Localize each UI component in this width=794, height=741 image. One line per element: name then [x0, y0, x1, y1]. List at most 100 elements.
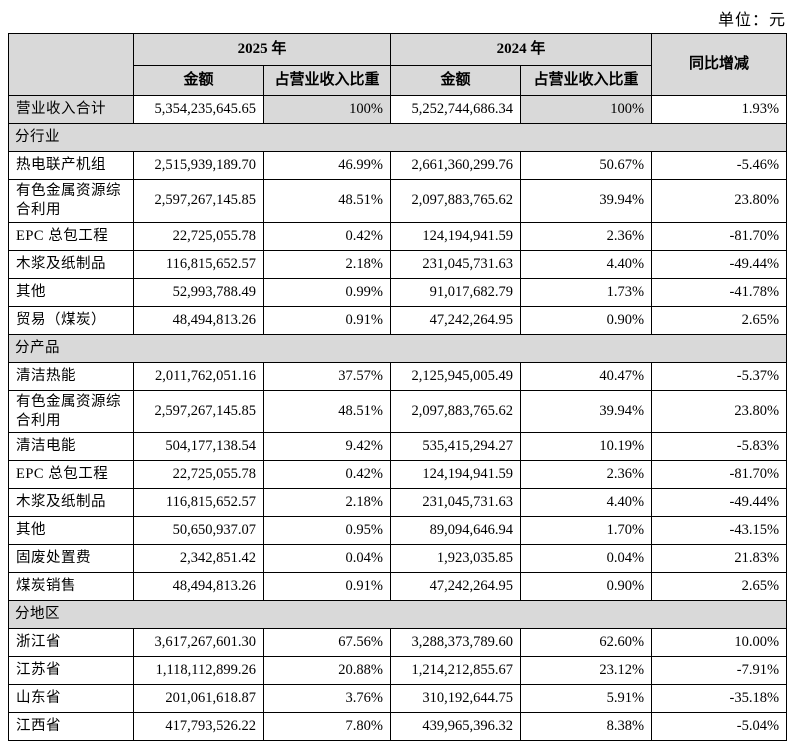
pct-2024-cell: 50.67%	[520, 151, 653, 180]
table-row: 其他 52,993,788.49 0.99% 91,017,682.79 1.73% -4…	[8, 277, 788, 307]
table-row: EPC 总包工程 22,725,055.78 0.42% 124,194,941.59…	[8, 221, 788, 251]
row-label-cell: 木浆及纸制品	[8, 249, 134, 279]
header-row-measures: 金额 占营业收入比重 金额 占营业收入比重	[9, 65, 787, 96]
pct-2024-cell: 100%	[520, 95, 653, 124]
amount-2025-cell: 116,815,652.57	[133, 488, 264, 518]
pct-2025-cell: 0.95%	[262, 516, 392, 546]
table-body: 营业收入合计 5,354,235,645.65 100% 5,252,744,686.…	[7, 95, 788, 741]
table-row: 其他 50,650,937.07 0.95% 89,094,646.94 1.70% -4…	[8, 516, 788, 546]
amount-2024-cell: 310,192,644.75	[390, 684, 522, 714]
amount-2025-cell: 417,793,526.22	[133, 712, 264, 741]
section-label: 分地区	[7, 600, 788, 630]
amount-2024-cell: 2,097,883,765.62	[390, 179, 522, 223]
yoy-cell: 23.80%	[651, 389, 788, 434]
yoy-cell: -49.44%	[651, 488, 788, 518]
amount-2024-cell: 1,214,212,855.67	[390, 656, 522, 686]
row-label-cell: 热电联产机组	[8, 151, 134, 180]
pct-2025-cell: 67.56%	[262, 628, 392, 658]
row-label-cell: EPC 总包工程	[8, 221, 134, 251]
table-row: 木浆及纸制品 116,815,652.57 2.18% 231,045,731.63 4…	[8, 488, 788, 518]
amount-2025-cell: 48,494,813.26	[133, 305, 264, 335]
pct-2024-cell: 4.40%	[520, 249, 653, 279]
yoy-cell: -5.46%	[651, 151, 788, 180]
yoy-cell: -7.91%	[651, 656, 788, 686]
section-label: 分行业	[7, 123, 788, 152]
pct-2024-cell: 10.19%	[520, 432, 653, 462]
amount-2025-cell: 116,815,652.57	[133, 249, 264, 279]
row-label-cell: 有色金属资源综合利用	[8, 179, 134, 223]
amount-2025-header: 金额	[133, 65, 264, 96]
table-row: 固废处置费 2,342,851.42 0.04% 1,923,035.85 0.04% 2…	[8, 544, 788, 574]
pct-2025-cell: 100%	[262, 95, 392, 124]
pct-2024-cell: 8.38%	[520, 712, 653, 741]
pct-2025-cell: 2.18%	[262, 249, 392, 279]
amount-2024-header: 金额	[390, 65, 522, 96]
yoy-cell: 23.80%	[651, 179, 788, 223]
amount-2024-cell: 2,661,360,299.76	[390, 151, 522, 180]
yoy-cell: 1.93%	[651, 95, 788, 124]
section-row: 分地区	[7, 600, 788, 630]
row-label-cell: 其他	[8, 277, 134, 307]
amount-2025-cell: 48,494,813.26	[133, 572, 264, 602]
pct-2025-cell: 0.42%	[262, 221, 392, 251]
pct-2025-cell: 20.88%	[262, 656, 392, 686]
pct-2025-cell: 0.99%	[262, 277, 392, 307]
table-row: 清洁电能 504,177,138.54 9.42% 535,415,294.27 10.…	[8, 432, 788, 462]
amount-2024-cell: 5,252,744,686.34	[390, 95, 522, 124]
yoy-cell: -81.70%	[651, 221, 788, 251]
amount-2024-cell: 2,125,945,005.49	[390, 361, 522, 391]
amount-2025-cell: 22,725,055.78	[133, 221, 264, 251]
row-label-cell: 其他	[8, 516, 134, 546]
row-label-cell: 浙江省	[8, 628, 134, 658]
row-label-cell: 贸易（煤炭）	[8, 305, 134, 335]
row-label-cell: 营业收入合计	[8, 95, 134, 124]
amount-2024-cell: 231,045,731.63	[390, 488, 522, 518]
yoy-cell: -35.18%	[651, 684, 788, 714]
yoy-cell: -43.15%	[651, 516, 788, 546]
pct-2024-cell: 0.90%	[520, 305, 653, 335]
amount-2025-cell: 1,118,112,899.26	[133, 656, 264, 686]
pct-2024-cell: 0.04%	[520, 544, 653, 574]
row-label-cell: 清洁电能	[8, 432, 134, 462]
amount-2024-cell: 535,415,294.27	[390, 432, 522, 462]
section-label: 分产品	[7, 333, 788, 363]
pct-2024-cell: 23.12%	[520, 656, 653, 686]
yoy-cell: -5.37%	[651, 361, 788, 391]
amount-2025-cell: 3,617,267,601.30	[133, 628, 264, 658]
amount-2024-cell: 2,097,883,765.62	[390, 389, 522, 434]
pct-2024-cell: 39.94%	[520, 389, 653, 434]
pct-2025-cell: 48.51%	[262, 179, 392, 223]
pct-2025-cell: 0.91%	[262, 305, 392, 335]
section-row: 分行业	[7, 123, 788, 152]
unit-label: 单位：元	[717, 12, 786, 29]
amount-2024-cell: 47,242,264.95	[390, 305, 522, 335]
row-label-cell: 有色金属资源综合利用	[8, 389, 134, 434]
yoy-cell: 2.65%	[651, 572, 788, 602]
pct-2025-cell: 48.51%	[262, 389, 392, 434]
revenue-breakdown-table: 2025 年 2024 年 同比增减 金额 占营业收入比重 金额 占营业收入比重…	[7, 33, 788, 741]
amount-2024-cell: 3,288,373,789.60	[390, 628, 522, 658]
table-row: 热电联产机组 2,515,939,189.70 46.99% 2,661,360,29…	[8, 151, 788, 180]
table-row: 江西省 417,793,526.22 7.80% 439,965,396.32 8.38…	[8, 712, 788, 741]
table-row: 江苏省 1,118,112,899.26 20.88% 1,214,212,855.6…	[8, 656, 788, 686]
year-2025-header: 2025 年	[132, 33, 392, 66]
amount-2024-cell: 439,965,396.32	[390, 712, 522, 741]
row-label-cell: 江西省	[8, 712, 134, 741]
corner-blank-cell	[8, 33, 134, 96]
amount-2025-cell: 22,725,055.78	[133, 460, 264, 490]
row-label-cell: 固废处置费	[8, 544, 134, 574]
yoy-header: 同比增减	[651, 33, 788, 96]
amount-2024-cell: 47,242,264.95	[390, 572, 522, 602]
amount-2024-cell: 89,094,646.94	[390, 516, 522, 546]
row-label-cell: 清洁热能	[8, 361, 134, 391]
yoy-cell: -81.70%	[651, 460, 788, 490]
pct-2024-cell: 1.70%	[520, 516, 653, 546]
table-row: 贸易（煤炭） 48,494,813.26 0.91% 47,242,264.95 0.9…	[8, 305, 788, 335]
row-label-cell: 木浆及纸制品	[8, 488, 134, 518]
pct-2025-cell: 9.42%	[262, 432, 392, 462]
year-2024-header: 2024 年	[390, 33, 653, 66]
amount-2025-cell: 504,177,138.54	[133, 432, 264, 462]
pct-2024-header: 占营业收入比重	[520, 65, 653, 96]
amount-2024-cell: 124,194,941.59	[390, 221, 522, 251]
